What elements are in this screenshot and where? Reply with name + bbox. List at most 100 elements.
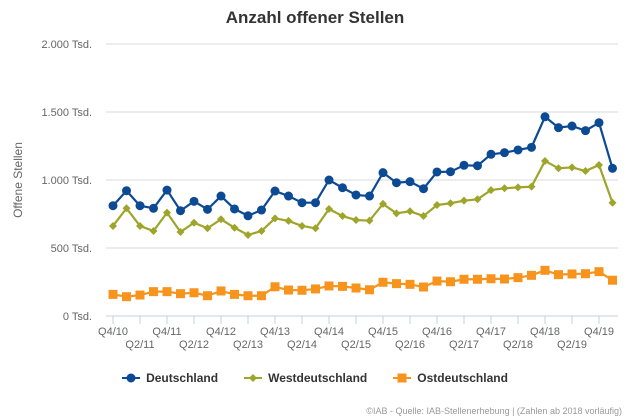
data-point-westdeutschland[interactable]	[514, 183, 522, 192]
data-point-westdeutschland[interactable]	[338, 212, 347, 221]
data-point-ostdeutschland[interactable]	[135, 290, 145, 300]
data-point-deutschland[interactable]	[122, 186, 131, 196]
data-point-ostdeutschland[interactable]	[149, 287, 158, 297]
data-point-westdeutschland[interactable]	[298, 221, 306, 230]
data-point-westdeutschland[interactable]	[568, 163, 576, 172]
data-point-deutschland[interactable]	[513, 145, 523, 155]
legend-item-deutschland[interactable]: Deutschland	[122, 371, 218, 385]
legend-item-westdeutschland[interactable]: Westdeutschland	[244, 371, 367, 385]
data-point-deutschland[interactable]	[567, 121, 577, 131]
data-point-westdeutschland[interactable]	[433, 201, 441, 210]
data-point-deutschland[interactable]	[311, 198, 320, 208]
data-point-deutschland[interactable]	[594, 118, 604, 128]
data-point-deutschland[interactable]	[108, 201, 118, 211]
data-point-westdeutschland[interactable]	[500, 184, 509, 193]
data-point-deutschland[interactable]	[189, 196, 199, 206]
data-point-ostdeutschland[interactable]	[324, 281, 334, 291]
data-point-westdeutschland[interactable]	[527, 182, 536, 191]
data-point-ostdeutschland[interactable]	[554, 270, 563, 280]
data-point-deutschland[interactable]	[176, 206, 185, 216]
data-point-westdeutschland[interactable]	[176, 227, 185, 236]
data-point-deutschland[interactable]	[270, 186, 280, 196]
data-point-deutschland[interactable]	[527, 142, 536, 152]
data-point-ostdeutschland[interactable]	[122, 292, 131, 302]
data-point-ostdeutschland[interactable]	[473, 274, 482, 284]
data-point-deutschland[interactable]	[257, 205, 266, 215]
data-point-ostdeutschland[interactable]	[311, 284, 320, 294]
data-point-deutschland[interactable]	[378, 168, 388, 178]
data-point-deutschland[interactable]	[554, 123, 563, 133]
data-point-deutschland[interactable]	[459, 160, 469, 170]
data-point-ostdeutschland[interactable]	[459, 274, 469, 284]
data-point-westdeutschland[interactable]	[149, 227, 158, 235]
data-point-westdeutschland[interactable]	[217, 215, 225, 224]
data-point-westdeutschland[interactable]	[365, 216, 374, 225]
data-point-deutschland[interactable]	[405, 177, 415, 187]
data-point-westdeutschland[interactable]	[190, 218, 198, 227]
data-point-westdeutschland[interactable]	[406, 207, 414, 216]
data-point-westdeutschland[interactable]	[311, 224, 320, 233]
data-point-deutschland[interactable]	[500, 148, 509, 158]
data-point-westdeutschland[interactable]	[419, 212, 428, 221]
data-point-westdeutschland[interactable]	[379, 199, 387, 208]
data-point-westdeutschland[interactable]	[325, 204, 333, 213]
data-point-ostdeutschland[interactable]	[216, 286, 226, 296]
data-point-deutschland[interactable]	[149, 203, 158, 213]
data-point-deutschland[interactable]	[351, 190, 361, 200]
data-point-ostdeutschland[interactable]	[230, 289, 239, 299]
data-point-westdeutschland[interactable]	[284, 216, 293, 225]
data-point-ostdeutschland[interactable]	[284, 285, 293, 295]
data-point-deutschland[interactable]	[446, 167, 455, 177]
data-point-westdeutschland[interactable]	[392, 209, 401, 218]
data-point-ostdeutschland[interactable]	[432, 276, 442, 286]
data-point-ostdeutschland[interactable]	[189, 288, 199, 298]
data-point-ostdeutschland[interactable]	[540, 265, 550, 275]
data-point-westdeutschland[interactable]	[608, 198, 617, 207]
data-point-ostdeutschland[interactable]	[243, 291, 253, 301]
data-point-ostdeutschland[interactable]	[527, 270, 536, 280]
data-point-ostdeutschland[interactable]	[486, 274, 496, 284]
data-point-deutschland[interactable]	[419, 184, 428, 194]
data-point-deutschland[interactable]	[338, 183, 347, 193]
data-point-deutschland[interactable]	[162, 185, 172, 195]
data-point-westdeutschland[interactable]	[203, 224, 212, 233]
data-point-deutschland[interactable]	[324, 175, 334, 185]
data-point-deutschland[interactable]	[135, 201, 145, 211]
data-point-deutschland[interactable]	[203, 204, 212, 214]
data-point-deutschland[interactable]	[230, 204, 239, 214]
data-point-westdeutschland[interactable]	[446, 199, 455, 208]
data-point-ostdeutschland[interactable]	[338, 281, 347, 291]
data-point-westdeutschland[interactable]	[541, 156, 549, 165]
data-point-deutschland[interactable]	[486, 149, 496, 159]
legend-item-ostdeutschland[interactable]: Ostdeutschland	[393, 371, 508, 385]
data-point-westdeutschland[interactable]	[230, 223, 239, 232]
data-point-deutschland[interactable]	[243, 211, 253, 221]
data-point-ostdeutschland[interactable]	[270, 282, 280, 292]
data-point-westdeutschland[interactable]	[460, 196, 468, 205]
data-point-ostdeutschland[interactable]	[162, 287, 172, 297]
data-point-ostdeutschland[interactable]	[581, 269, 590, 279]
data-point-westdeutschland[interactable]	[109, 221, 117, 230]
data-point-deutschland[interactable]	[365, 191, 374, 201]
data-point-ostdeutschland[interactable]	[567, 269, 577, 279]
data-point-deutschland[interactable]	[284, 191, 293, 201]
data-point-deutschland[interactable]	[297, 198, 307, 208]
data-point-westdeutschland[interactable]	[257, 227, 266, 235]
data-point-ostdeutschland[interactable]	[446, 277, 455, 287]
data-point-westdeutschland[interactable]	[352, 215, 360, 224]
data-point-westdeutschland[interactable]	[487, 186, 495, 195]
data-point-ostdeutschland[interactable]	[594, 267, 604, 277]
data-point-ostdeutschland[interactable]	[513, 273, 523, 283]
data-point-westdeutschland[interactable]	[473, 195, 482, 204]
data-point-westdeutschland[interactable]	[122, 204, 131, 213]
data-point-ostdeutschland[interactable]	[419, 282, 428, 292]
data-point-westdeutschland[interactable]	[595, 161, 603, 170]
data-point-ostdeutschland[interactable]	[297, 285, 307, 295]
data-point-deutschland[interactable]	[473, 161, 482, 171]
data-point-ostdeutschland[interactable]	[608, 275, 617, 285]
data-point-ostdeutschland[interactable]	[500, 274, 509, 284]
data-point-westdeutschland[interactable]	[163, 208, 171, 217]
data-point-deutschland[interactable]	[392, 178, 401, 188]
data-point-ostdeutschland[interactable]	[203, 291, 212, 301]
data-point-ostdeutschland[interactable]	[405, 279, 415, 289]
